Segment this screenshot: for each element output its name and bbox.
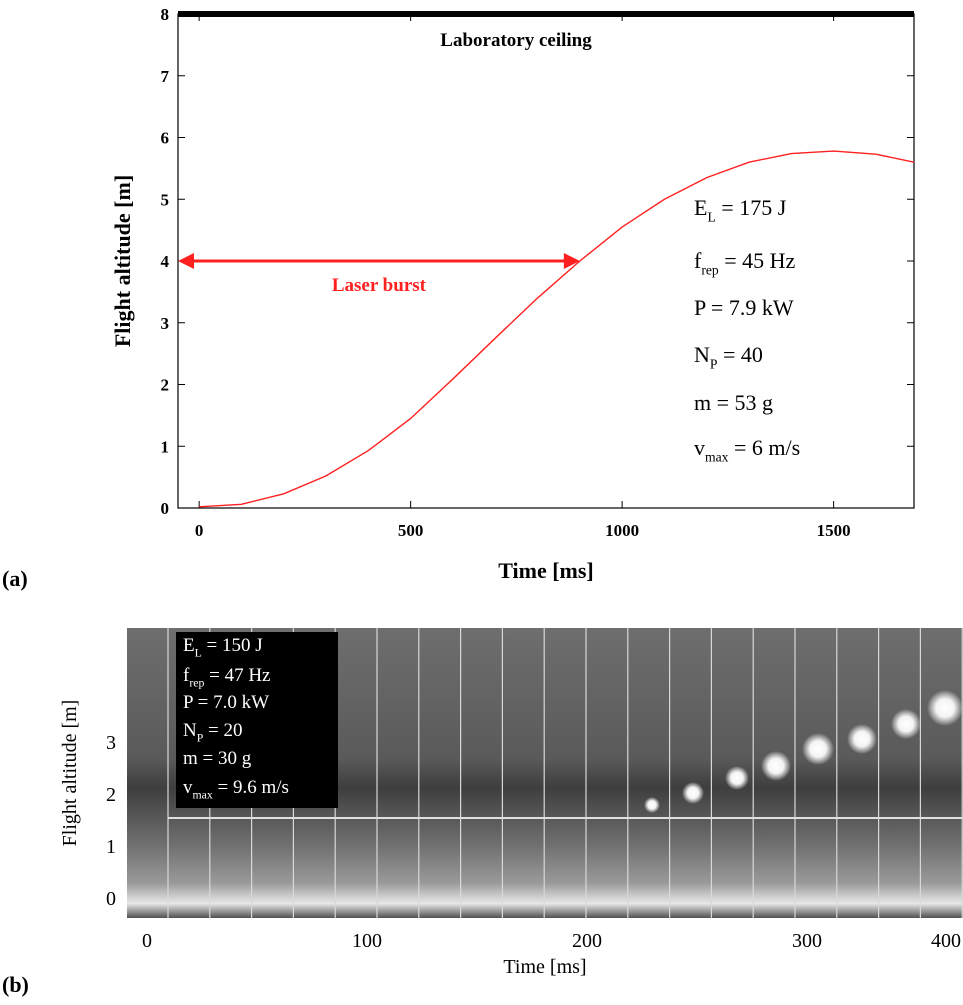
parameter: EL = 175 J: [694, 195, 787, 225]
frame: [418, 628, 461, 918]
y-tick-label: 2: [161, 376, 170, 395]
param-sub: rep: [701, 263, 719, 278]
panel-label: (b): [2, 972, 29, 997]
y-tick-label: 0: [106, 888, 116, 910]
parameter: P = 7.9 kW: [694, 295, 794, 320]
parameter: P = 7.0 kW: [183, 692, 269, 713]
y-tick-label: 1: [161, 437, 170, 456]
parameter: m = 30 g: [183, 748, 252, 769]
parameter: EL = 150 J: [183, 635, 263, 660]
x-tick-label: 100: [352, 930, 382, 952]
x-tick-label: 500: [398, 521, 424, 540]
x-axis-label: Time [ms]: [503, 956, 586, 978]
frame: [669, 628, 712, 918]
frame: [878, 628, 921, 918]
param-sub: P: [710, 357, 718, 372]
parameter: vmax = 9.6 m/s: [183, 777, 289, 802]
param-sub: rep: [189, 677, 204, 690]
parameter: frep = 47 Hz: [183, 665, 270, 690]
parameter: vmax = 6 m/s: [694, 435, 800, 465]
frame: [460, 628, 503, 918]
y-tick-label: 5: [161, 190, 170, 209]
param-main: P = 7.9 kW: [694, 295, 794, 320]
param-main: m = 30 g: [183, 748, 252, 769]
param-rest: = 40: [717, 342, 762, 367]
y-tick-label: 3: [161, 314, 170, 333]
x-tick-label: 1000: [605, 521, 639, 540]
y-tick-label: 7: [161, 67, 170, 86]
param-rest: = 6 m/s: [728, 435, 800, 460]
parameter: frep = 45 Hz: [694, 248, 796, 278]
y-tick-label: 6: [161, 129, 170, 148]
panel-label: (a): [2, 566, 28, 591]
param-main: v: [694, 435, 705, 460]
arrow-head: [178, 253, 194, 269]
x-tick-label: 1500: [817, 521, 851, 540]
x-tick-label: 0: [142, 930, 152, 952]
inset-box: [176, 632, 338, 808]
param-main: P = 7.0 kW: [183, 692, 269, 713]
param-rest: = 45 Hz: [719, 248, 796, 273]
param-sub: max: [705, 450, 729, 465]
y-axis-label: Flight altitude [m]: [59, 700, 81, 847]
param-main: f: [694, 248, 702, 273]
param-main: N: [183, 720, 197, 741]
frame: [377, 628, 419, 918]
ball-images: [644, 690, 963, 813]
frame: [836, 628, 879, 918]
x-tick-label: 0: [195, 521, 204, 540]
x-tick-label: 400: [931, 930, 961, 952]
param-rest: = 175 J: [716, 195, 787, 220]
param-rest: = 9.6 m/s: [213, 777, 289, 798]
y-tick-label: 8: [161, 5, 170, 24]
y-axis-label: Flight altitude [m]: [110, 175, 135, 347]
frame: [544, 628, 586, 918]
param-main: E: [183, 635, 195, 656]
param-main: E: [694, 195, 707, 220]
param-main: N: [694, 342, 710, 367]
frame: [502, 628, 545, 918]
param-sub: L: [195, 647, 202, 660]
parameter: m = 53 g: [694, 390, 773, 415]
param-main: f: [183, 665, 190, 686]
y-tick-label: 0: [161, 499, 170, 518]
x-tick-label: 300: [792, 930, 822, 952]
y-tick-label: 3: [106, 732, 116, 754]
param-sub: max: [193, 789, 213, 802]
param-main: v: [183, 777, 193, 798]
arrow-head: [563, 253, 580, 269]
y-tick-label: 4: [161, 252, 170, 271]
x-axis-label: Time [ms]: [498, 558, 594, 583]
frame: [795, 628, 837, 918]
burst-label: Laser burst: [332, 275, 427, 296]
frame: [586, 628, 628, 918]
parameter: NP = 20: [183, 720, 243, 745]
frame: [920, 628, 963, 918]
param-rest: = 150 J: [202, 635, 263, 656]
x-tick-label: 200: [572, 930, 602, 952]
altitude-line: [199, 150, 915, 508]
frame: [627, 628, 670, 918]
param-rest: = 20: [203, 720, 242, 741]
y-tick-label: 2: [106, 784, 116, 806]
parameter: NP = 40: [694, 342, 763, 372]
param-main: m = 53 g: [694, 390, 773, 415]
param-sub: L: [707, 210, 715, 225]
param-sub: P: [197, 732, 204, 745]
y-tick-label: 1: [106, 836, 116, 858]
frame: [335, 628, 377, 918]
param-rest: = 47 Hz: [204, 665, 270, 686]
ceiling-label: Laboratory ceiling: [440, 30, 592, 51]
